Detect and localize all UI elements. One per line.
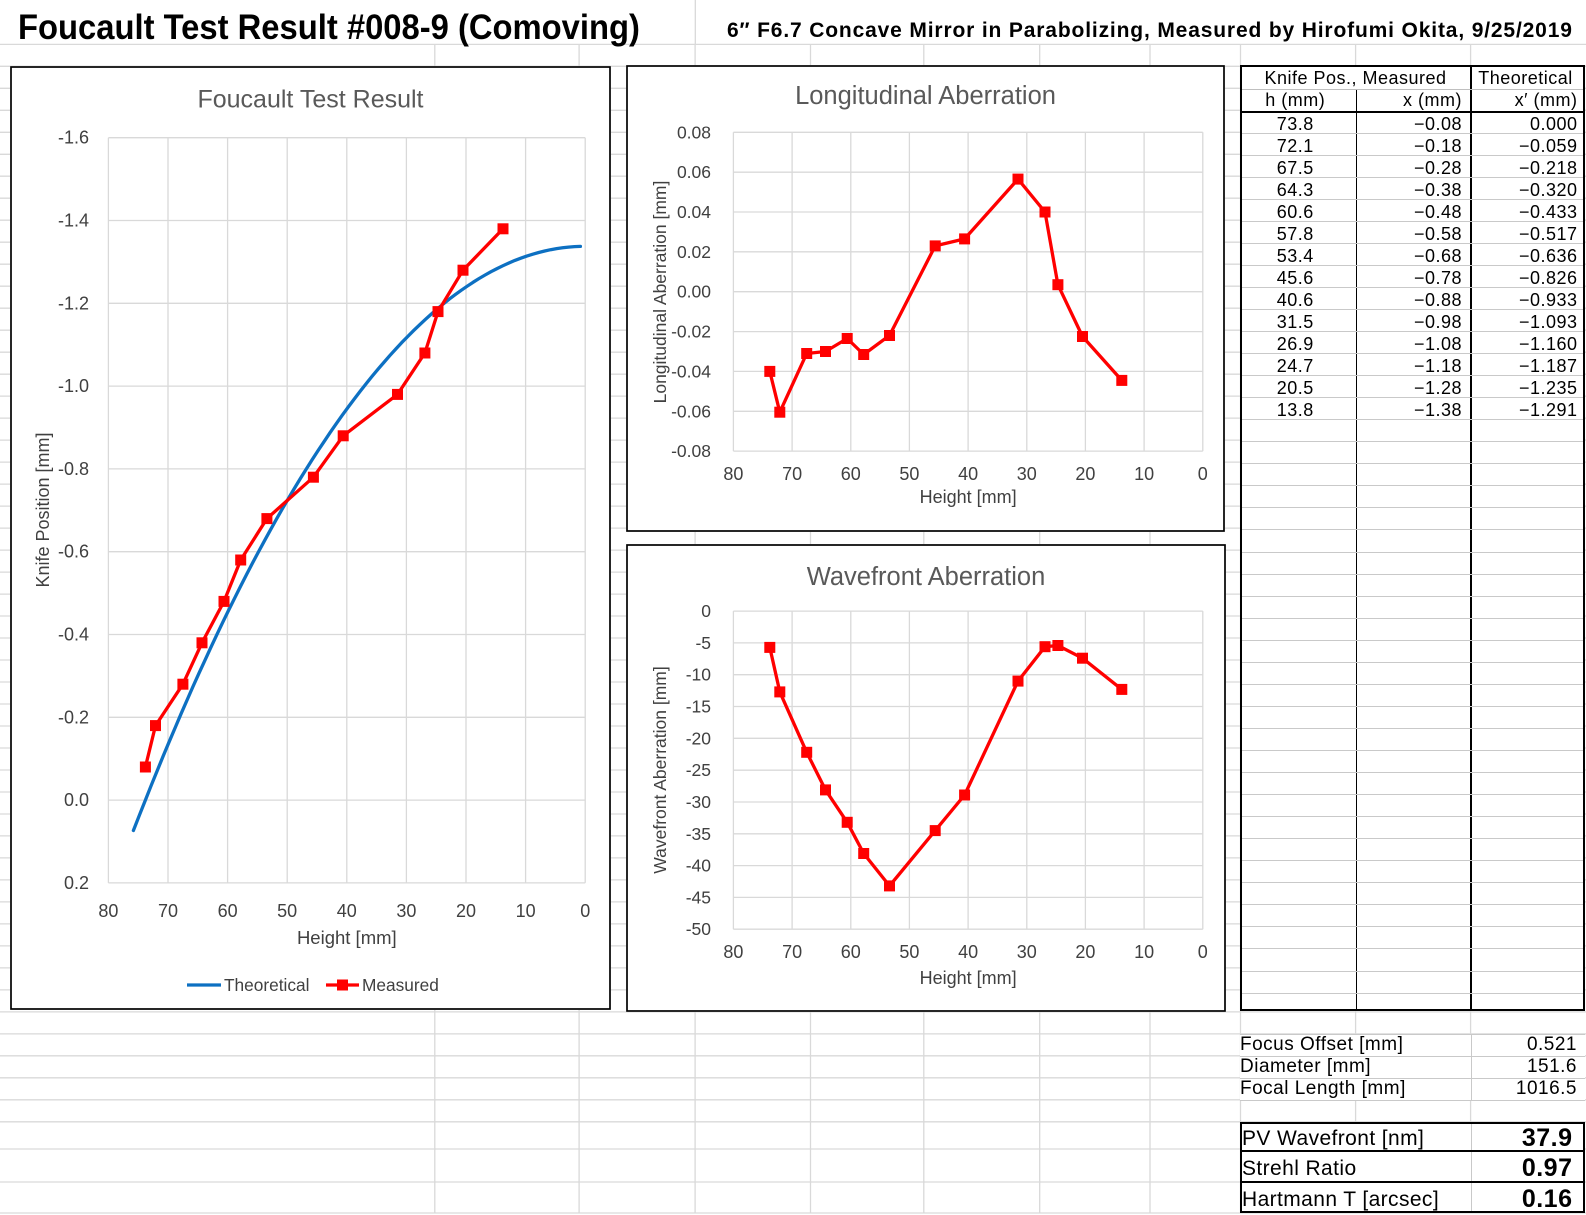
svg-text:Foucault Test Result: Foucault Test Result <box>197 86 423 114</box>
svg-text:10: 10 <box>1134 464 1154 484</box>
svg-text:0.04: 0.04 <box>677 202 711 222</box>
svg-text:Measured: Measured <box>362 975 439 995</box>
svg-text:20: 20 <box>1075 942 1095 962</box>
svg-text:80: 80 <box>723 464 743 484</box>
svg-text:-25: -25 <box>686 760 711 780</box>
svg-text:0.00: 0.00 <box>677 282 711 302</box>
svg-text:Wavefront Aberration [mm]: Wavefront Aberration [mm] <box>650 666 670 873</box>
svg-text:-1.0: -1.0 <box>58 376 89 396</box>
svg-text:80: 80 <box>98 901 118 921</box>
svg-text:0.0: 0.0 <box>64 790 89 810</box>
svg-text:Wavefront Aberration: Wavefront Aberration <box>807 563 1046 591</box>
svg-text:20: 20 <box>456 901 476 921</box>
svg-text:Height [mm]: Height [mm] <box>920 487 1017 507</box>
svg-text:Height [mm]: Height [mm] <box>297 927 397 948</box>
svg-text:Height [mm]: Height [mm] <box>920 968 1017 988</box>
svg-text:-0.2: -0.2 <box>58 707 89 727</box>
svg-text:0: 0 <box>701 601 711 621</box>
svg-text:10: 10 <box>1134 942 1154 962</box>
svg-text:60: 60 <box>218 901 238 921</box>
svg-text:0.08: 0.08 <box>677 122 711 142</box>
svg-text:-0.06: -0.06 <box>671 401 711 421</box>
svg-text:50: 50 <box>277 901 297 921</box>
svg-text:0: 0 <box>580 901 590 921</box>
svg-text:70: 70 <box>782 942 802 962</box>
svg-text:70: 70 <box>782 464 802 484</box>
svg-text:0: 0 <box>1198 464 1208 484</box>
svg-text:-35: -35 <box>686 824 711 844</box>
svg-text:-50: -50 <box>686 919 712 939</box>
svg-text:30: 30 <box>396 901 416 921</box>
svg-text:30: 30 <box>1017 464 1037 484</box>
svg-text:50: 50 <box>899 942 919 962</box>
svg-text:-0.6: -0.6 <box>58 542 89 562</box>
svg-text:-0.8: -0.8 <box>58 459 89 479</box>
svg-text:-40: -40 <box>686 856 712 876</box>
svg-text:-20: -20 <box>686 728 712 748</box>
svg-text:70: 70 <box>158 901 178 921</box>
svg-text:40: 40 <box>958 942 978 962</box>
svg-text:60: 60 <box>841 942 861 962</box>
svg-text:10: 10 <box>516 901 536 921</box>
svg-text:50: 50 <box>899 464 919 484</box>
svg-text:0.02: 0.02 <box>677 242 711 262</box>
svg-text:0: 0 <box>1198 942 1208 962</box>
svg-text:Theoretical: Theoretical <box>224 975 310 995</box>
svg-text:Knife Position [mm]: Knife Position [mm] <box>33 432 53 587</box>
svg-text:30: 30 <box>1017 942 1037 962</box>
svg-text:-30: -30 <box>686 792 712 812</box>
svg-text:80: 80 <box>723 942 743 962</box>
svg-text:40: 40 <box>958 464 978 484</box>
svg-text:40: 40 <box>337 901 357 921</box>
svg-text:-10: -10 <box>686 665 712 685</box>
svg-text:-15: -15 <box>686 697 711 717</box>
svg-text:-0.08: -0.08 <box>671 441 711 461</box>
svg-text:0.2: 0.2 <box>64 873 89 893</box>
svg-text:20: 20 <box>1075 464 1095 484</box>
svg-text:-0.4: -0.4 <box>58 625 89 645</box>
svg-text:Longitudinal Aberration: Longitudinal Aberration <box>795 82 1056 110</box>
svg-text:-1.6: -1.6 <box>58 128 89 148</box>
svg-text:-5: -5 <box>695 633 711 653</box>
svg-text:-0.04: -0.04 <box>671 361 711 381</box>
svg-text:-1.4: -1.4 <box>58 211 89 231</box>
svg-text:0.06: 0.06 <box>677 162 711 182</box>
svg-text:Longitudinal Aberration [mm]: Longitudinal Aberration [mm] <box>650 181 670 404</box>
svg-text:60: 60 <box>841 464 861 484</box>
svg-text:-45: -45 <box>686 887 711 907</box>
svg-text:-0.02: -0.02 <box>671 322 711 342</box>
svg-text:-1.2: -1.2 <box>58 293 89 313</box>
